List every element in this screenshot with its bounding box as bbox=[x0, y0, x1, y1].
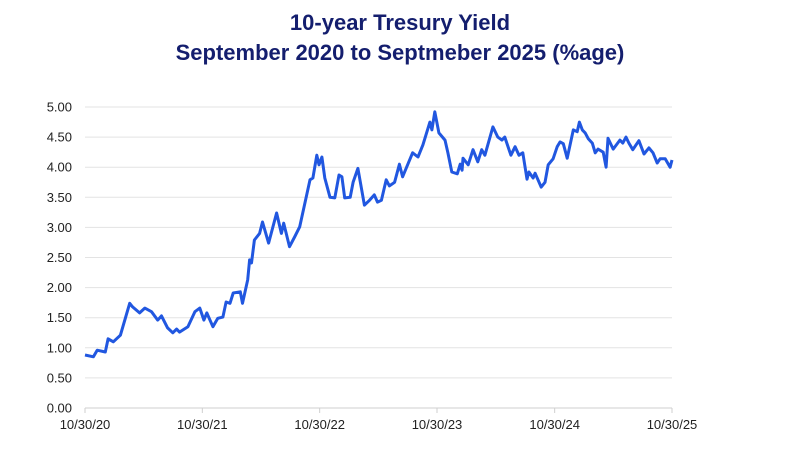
y-tick-label: 0.00 bbox=[47, 401, 72, 416]
y-tick-label: 4.00 bbox=[47, 160, 72, 175]
chart-subtitle: September 2020 to Septmeber 2025 (%age) bbox=[175, 40, 625, 65]
gridlines bbox=[85, 106, 672, 409]
y-tick-label: 0.50 bbox=[47, 370, 72, 385]
y-tick-label: 3.50 bbox=[47, 190, 72, 205]
y-axis-ticks: 0.00 0.50 1.00 1.50 2.00 2.50 3.00 3.50 4.00 4.50… bbox=[47, 100, 72, 416]
x-tick-label: 10/30/22 bbox=[294, 417, 345, 432]
yield-series-line bbox=[84, 110, 674, 359]
y-tick-label: 2.50 bbox=[47, 250, 72, 265]
y-tick-label: 5.00 bbox=[47, 100, 72, 115]
y-tick-label: 2.00 bbox=[47, 280, 72, 295]
x-tick-label: 10/30/23 bbox=[412, 417, 463, 432]
chart-title: 10-year Tresury Yield bbox=[289, 10, 511, 35]
x-tick-label: 10/30/24 bbox=[529, 417, 580, 432]
y-tick-label: 4.50 bbox=[47, 130, 72, 145]
x-tick-label: 10/30/20 bbox=[60, 417, 111, 432]
x-axis-ticks: 10/30/20 10/30/21 10/30/22 10/30/23 10/30/24… bbox=[60, 408, 698, 432]
y-tick-label: 1.00 bbox=[47, 340, 72, 355]
x-tick-label: 10/30/25 bbox=[647, 417, 698, 432]
y-tick-label: 3.00 bbox=[47, 220, 72, 235]
x-tick-label: 10/30/21 bbox=[177, 417, 228, 432]
y-tick-label: 1.50 bbox=[47, 310, 72, 325]
